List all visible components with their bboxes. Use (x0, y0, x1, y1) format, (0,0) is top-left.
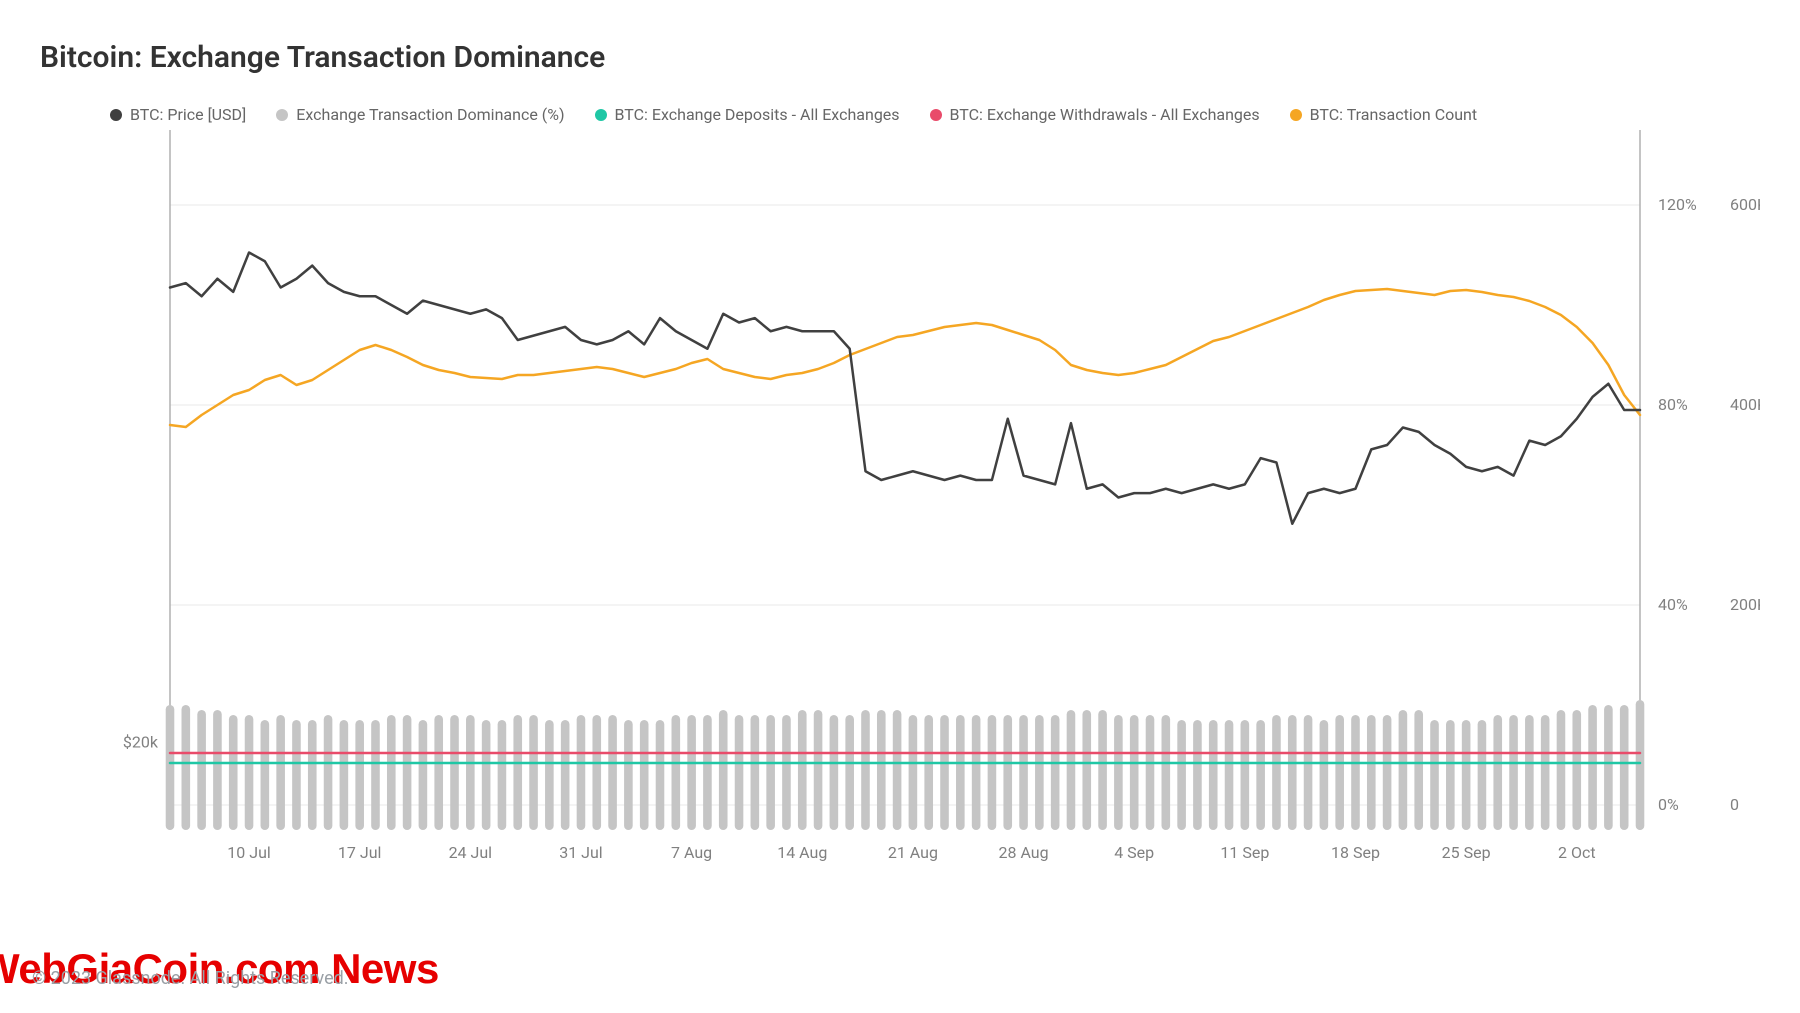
chart-svg: $20k 0% 40% 80% 120% 0 200K 400K 600K 10 Jul 17 Ju… (40, 130, 1760, 890)
svg-text:28 Aug: 28 Aug (998, 843, 1048, 862)
svg-text:400K: 400K (1730, 395, 1760, 414)
legend-label: Exchange Transaction Dominance (%) (296, 105, 564, 124)
svg-text:18 Sep: 18 Sep (1331, 843, 1380, 862)
svg-text:10 Jul: 10 Jul (227, 843, 271, 862)
svg-text:7 Aug: 7 Aug (671, 843, 712, 862)
legend-label: BTC: Exchange Deposits - All Exchanges (615, 105, 900, 124)
legend-item-dominance[interactable]: Exchange Transaction Dominance (%) (276, 105, 564, 124)
legend-item-price[interactable]: BTC: Price [USD] (110, 105, 246, 124)
legend: BTC: Price [USD] Exchange Transaction Do… (40, 105, 1760, 124)
legend-marker-icon (930, 109, 942, 121)
chart-plot: $20k 0% 40% 80% 120% 0 200K 400K 600K 10 Jul 17 Ju… (40, 130, 1760, 894)
svg-text:17 Jul: 17 Jul (338, 843, 382, 862)
svg-text:0: 0 (1730, 795, 1739, 814)
legend-marker-icon (1290, 109, 1302, 121)
svg-text:24 Jul: 24 Jul (449, 843, 493, 862)
legend-marker-icon (595, 109, 607, 121)
svg-text:0%: 0% (1658, 795, 1679, 814)
svg-text:600K: 600K (1730, 195, 1760, 214)
copyright-text: © 2023 Glassnode. All Rights Reserved. (32, 968, 349, 989)
legend-marker-icon (276, 109, 288, 121)
svg-text:80%: 80% (1658, 395, 1688, 414)
svg-text:4 Sep: 4 Sep (1114, 843, 1154, 862)
legend-marker-icon (110, 109, 122, 121)
legend-label: BTC: Price [USD] (130, 105, 246, 124)
chart-container: Bitcoin: Exchange Transaction Dominance … (0, 0, 1800, 1013)
legend-item-txcount[interactable]: BTC: Transaction Count (1290, 105, 1477, 124)
chart-title: Bitcoin: Exchange Transaction Dominance (40, 40, 1760, 75)
legend-item-withdrawals[interactable]: BTC: Exchange Withdrawals - All Exchange… (930, 105, 1260, 124)
svg-text:$20k: $20k (123, 733, 159, 752)
legend-label: BTC: Exchange Withdrawals - All Exchange… (950, 105, 1260, 124)
svg-text:11 Sep: 11 Sep (1220, 843, 1269, 862)
legend-label: BTC: Transaction Count (1310, 105, 1477, 124)
svg-text:14 Aug: 14 Aug (777, 843, 827, 862)
svg-text:200K: 200K (1730, 595, 1760, 614)
svg-text:2 Oct: 2 Oct (1558, 843, 1596, 862)
svg-text:21 Aug: 21 Aug (888, 843, 938, 862)
svg-text:25 Sep: 25 Sep (1442, 843, 1491, 862)
svg-text:40%: 40% (1658, 595, 1688, 614)
svg-text:31 Jul: 31 Jul (559, 843, 603, 862)
legend-item-deposits[interactable]: BTC: Exchange Deposits - All Exchanges (595, 105, 900, 124)
svg-text:120%: 120% (1658, 195, 1697, 214)
